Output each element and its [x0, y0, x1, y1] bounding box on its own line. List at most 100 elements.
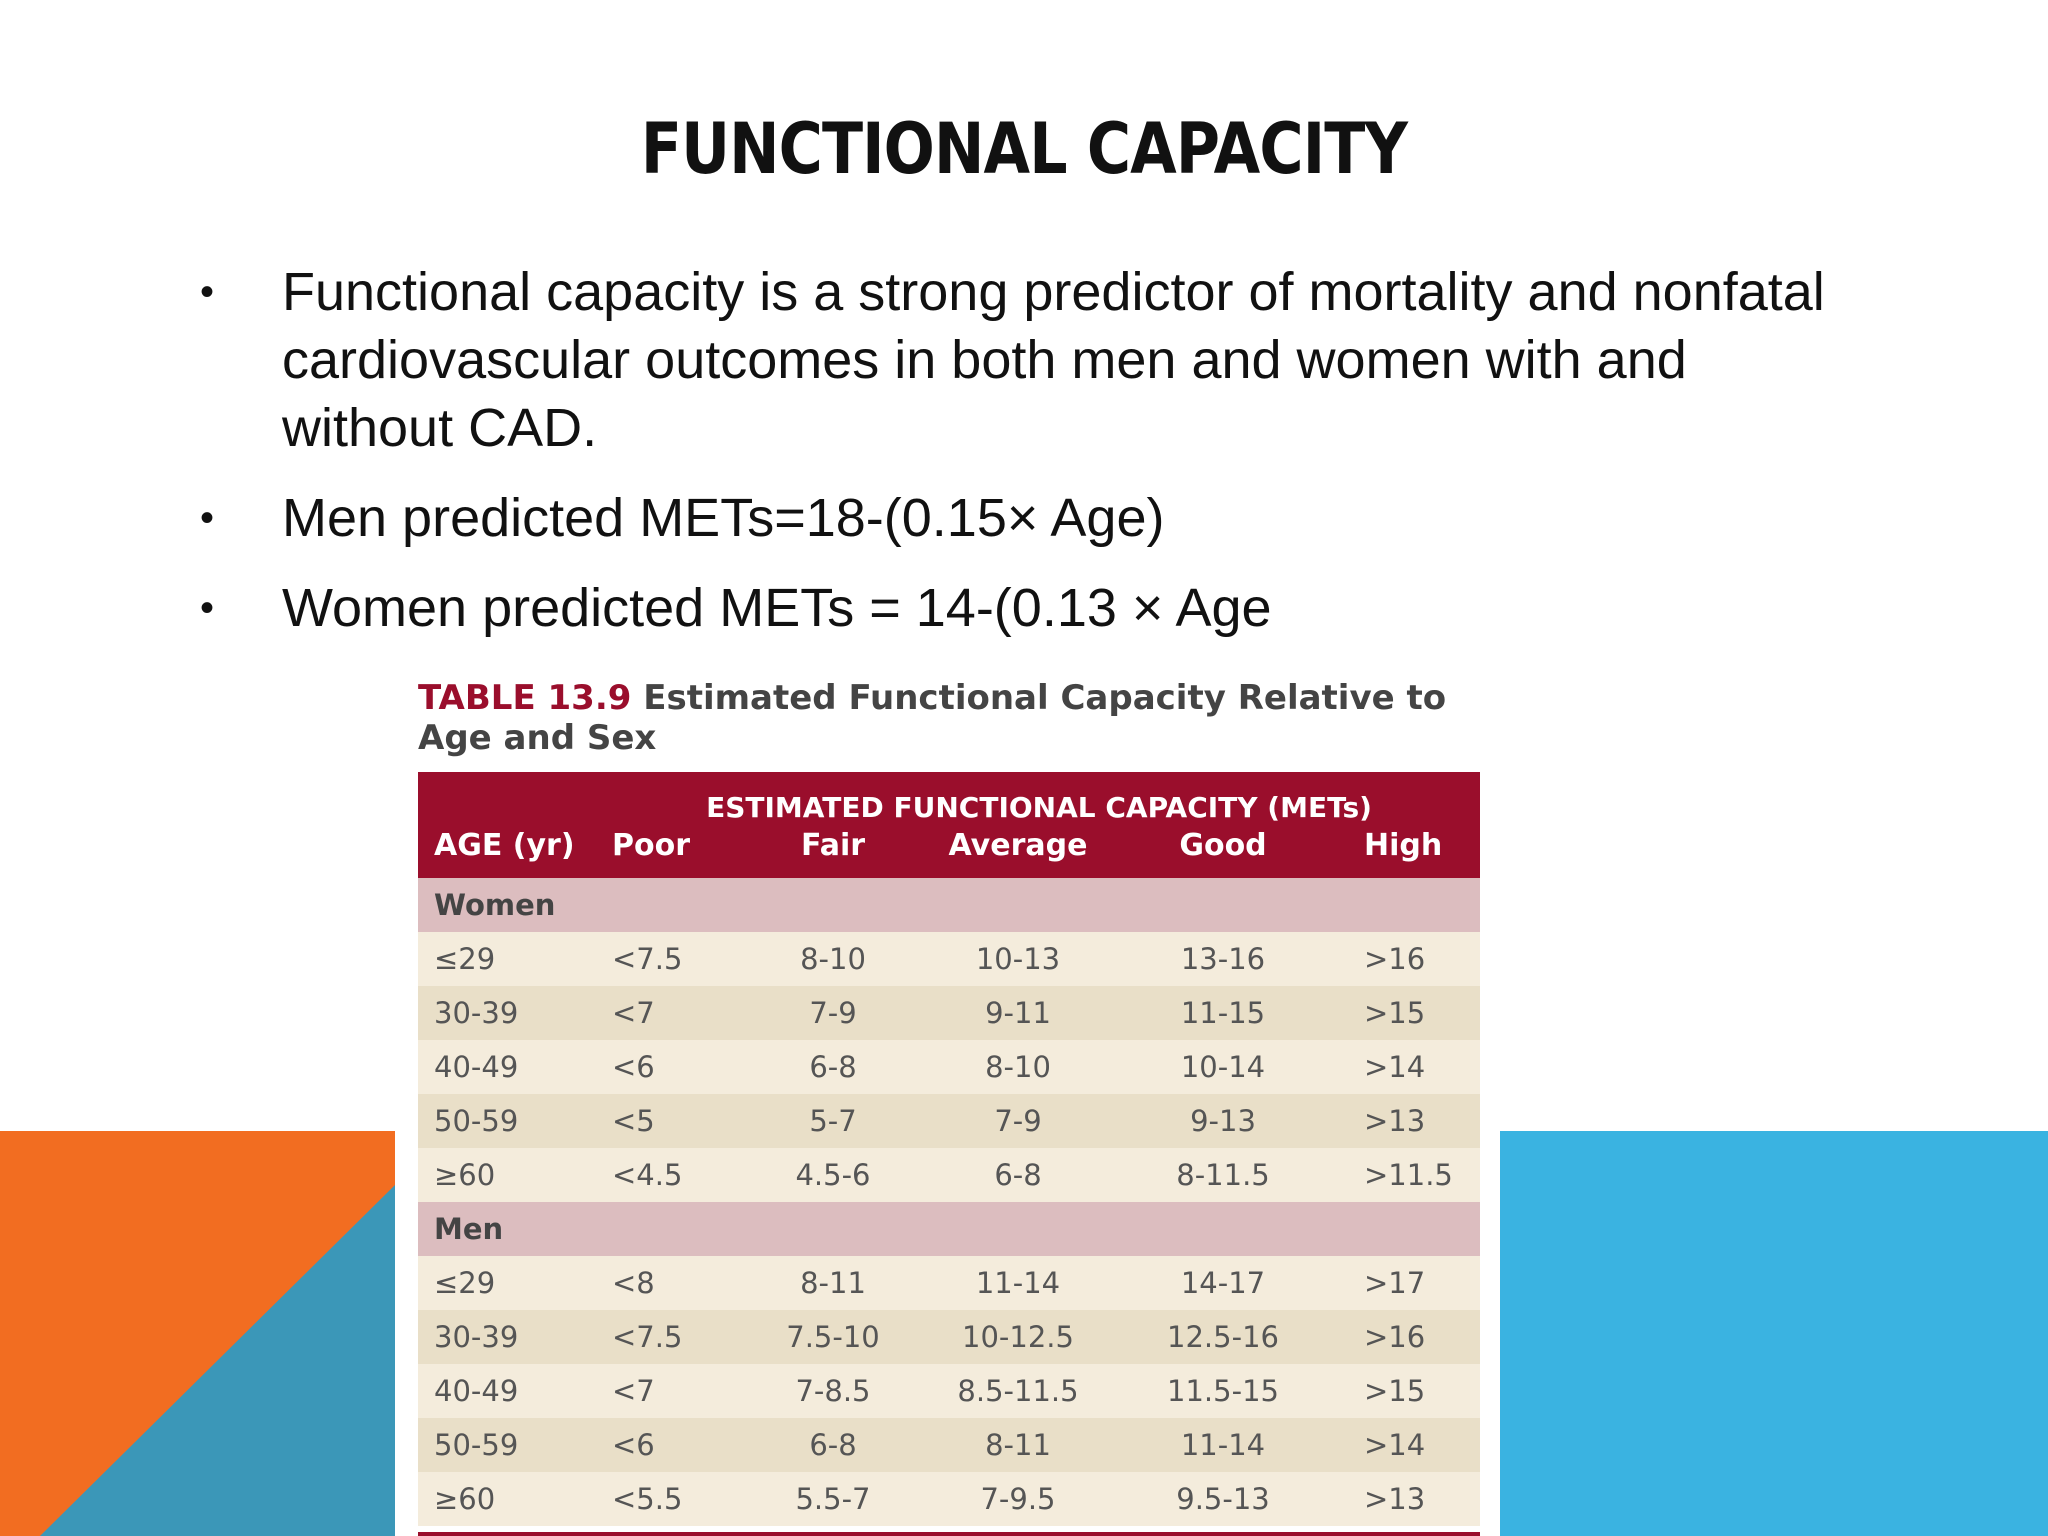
- table-row: ≥60 <5.5 5.5-7 7-9.5 9.5-13 >13: [418, 1472, 1481, 1526]
- cell-good: 12.5-16: [1118, 1310, 1328, 1364]
- cell-high: >17: [1328, 1256, 1481, 1310]
- bullet-item: • Men predicted METs=18-(0.15× Age): [200, 484, 1840, 552]
- cell-age: ≤29: [418, 1256, 598, 1310]
- table-row: 40-49 <6 6-8 8-10 10-14 >14: [418, 1040, 1481, 1094]
- column-header-high: High: [1328, 824, 1481, 878]
- cell-poor: <6: [598, 1040, 748, 1094]
- column-header-average: Average: [918, 824, 1118, 878]
- table-figure: TABLE 13.9 Estimated Functional Capacity…: [395, 668, 1500, 1536]
- cell-age: ≤29: [418, 932, 598, 986]
- cell-good: 9.5-13: [1118, 1472, 1328, 1526]
- cell-age: 30-39: [418, 1310, 598, 1364]
- cell-fair: 6-8: [748, 1418, 918, 1472]
- column-header-good: Good: [1118, 824, 1328, 878]
- cell-fair: 5.5-7: [748, 1472, 918, 1526]
- cell-high: >13: [1328, 1094, 1481, 1148]
- cell-good: 11-15: [1118, 986, 1328, 1040]
- table-row: 40-49 <7 7-8.5 8.5-11.5 11.5-15 >15: [418, 1364, 1481, 1418]
- table-row: ≤29 <7.5 8-10 10-13 13-16 >16: [418, 932, 1481, 986]
- cell-age: ≥60: [418, 1148, 598, 1202]
- bullet-marker: •: [200, 496, 215, 540]
- column-header-fair: Fair: [748, 824, 918, 878]
- cell-fair: 5-7: [748, 1094, 918, 1148]
- table-body: Women ≤29 <7.5 8-10 10-13 13-16 >16 30-39 <7 7-9 9…: [418, 878, 1481, 1526]
- blue-right-shape: [1500, 1131, 2048, 1536]
- cell-good: 11.5-15: [1118, 1364, 1328, 1418]
- cell-fair: 6-8: [748, 1040, 918, 1094]
- header-spacer: [418, 772, 598, 824]
- bullet-text: Men predicted METs=18-(0.15× Age): [282, 488, 1165, 548]
- column-header-age: AGE (yr): [418, 824, 598, 878]
- cell-high: >14: [1328, 1418, 1481, 1472]
- bullet-list: • Functional capacity is a strong predic…: [200, 258, 1840, 664]
- table-row: ≤29 <8 8-11 11-14 14-17 >17: [418, 1256, 1481, 1310]
- bullet-marker: •: [200, 270, 215, 314]
- bullet-text: Women predicted METs = 14-(0.13 × Age: [282, 578, 1272, 638]
- cell-fair: 7-8.5: [748, 1364, 918, 1418]
- table-group-row: Women: [418, 878, 1481, 932]
- bullet-item: • Women predicted METs = 14-(0.13 × Age: [200, 574, 1840, 642]
- table-number: TABLE 13.9: [418, 678, 632, 718]
- cell-fair: 7-9: [748, 986, 918, 1040]
- cell-high: >14: [1328, 1040, 1481, 1094]
- cell-average: 7-9.5: [918, 1472, 1118, 1526]
- table-bottom-rule: [418, 1532, 1480, 1536]
- cell-fair: 8-11: [748, 1256, 918, 1310]
- cell-poor: <7.5: [598, 1310, 748, 1364]
- teal-triangle-shape: [40, 1185, 395, 1536]
- cell-good: 14-17: [1118, 1256, 1328, 1310]
- group-label: Men: [418, 1202, 1481, 1256]
- cell-poor: <7.5: [598, 932, 748, 986]
- cell-age: 50-59: [418, 1094, 598, 1148]
- table-row: ≥60 <4.5 4.5-6 6-8 8-11.5 >11.5: [418, 1148, 1481, 1202]
- cell-high: >15: [1328, 986, 1481, 1040]
- table-group-row: Men: [418, 1202, 1481, 1256]
- table-row: 30-39 <7.5 7.5-10 10-12.5 12.5-16 >16: [418, 1310, 1481, 1364]
- cell-average: 10-13: [918, 932, 1118, 986]
- bullet-text: Functional capacity is a strong predicto…: [282, 262, 1825, 458]
- table-row: 50-59 <5 5-7 7-9 9-13 >13: [418, 1094, 1481, 1148]
- table-row: 30-39 <7 7-9 9-11 11-15 >15: [418, 986, 1481, 1040]
- group-label: Women: [418, 878, 1481, 932]
- cell-high: >15: [1328, 1364, 1481, 1418]
- column-header-poor: Poor: [598, 824, 748, 878]
- cell-average: 7-9: [918, 1094, 1118, 1148]
- cell-good: 13-16: [1118, 932, 1328, 986]
- cell-poor: <6: [598, 1418, 748, 1472]
- cell-high: >13: [1328, 1472, 1481, 1526]
- cell-good: 9-13: [1118, 1094, 1328, 1148]
- cell-poor: <7: [598, 1364, 748, 1418]
- cell-poor: <8: [598, 1256, 748, 1310]
- cell-good: 10-14: [1118, 1040, 1328, 1094]
- table-caption: TABLE 13.9 Estimated Functional Capacity…: [418, 678, 1478, 758]
- cell-fair: 4.5-6: [748, 1148, 918, 1202]
- table-super-header: ESTIMATED FUNCTIONAL CAPACITY (METs): [598, 772, 1481, 824]
- cell-high: >16: [1328, 1310, 1481, 1364]
- cell-age: 40-49: [418, 1364, 598, 1418]
- cell-average: 6-8: [918, 1148, 1118, 1202]
- bullet-marker: •: [200, 586, 215, 630]
- cell-average: 10-12.5: [918, 1310, 1118, 1364]
- functional-capacity-table: ESTIMATED FUNCTIONAL CAPACITY (METs) AGE…: [418, 772, 1481, 1526]
- cell-good: 8-11.5: [1118, 1148, 1328, 1202]
- cell-fair: 8-10: [748, 932, 918, 986]
- cell-high: >11.5: [1328, 1148, 1481, 1202]
- cell-poor: <4.5: [598, 1148, 748, 1202]
- cell-poor: <7: [598, 986, 748, 1040]
- cell-average: 11-14: [918, 1256, 1118, 1310]
- cell-poor: <5.5: [598, 1472, 748, 1526]
- cell-average: 8.5-11.5: [918, 1364, 1118, 1418]
- table-row: 50-59 <6 6-8 8-11 11-14 >14: [418, 1418, 1481, 1472]
- cell-average: 9-11: [918, 986, 1118, 1040]
- table-title: Estimated Functional Capacity Relative t…: [418, 678, 1447, 758]
- cell-fair: 7.5-10: [748, 1310, 918, 1364]
- cell-average: 8-10: [918, 1040, 1118, 1094]
- cell-age: 50-59: [418, 1418, 598, 1472]
- cell-high: >16: [1328, 932, 1481, 986]
- cell-age: ≥60: [418, 1472, 598, 1526]
- cell-average: 8-11: [918, 1418, 1118, 1472]
- cell-good: 11-14: [1118, 1418, 1328, 1472]
- bullet-item: • Functional capacity is a strong predic…: [200, 258, 1840, 462]
- slide-title: FUNCTIONAL CAPACITY: [640, 108, 1408, 190]
